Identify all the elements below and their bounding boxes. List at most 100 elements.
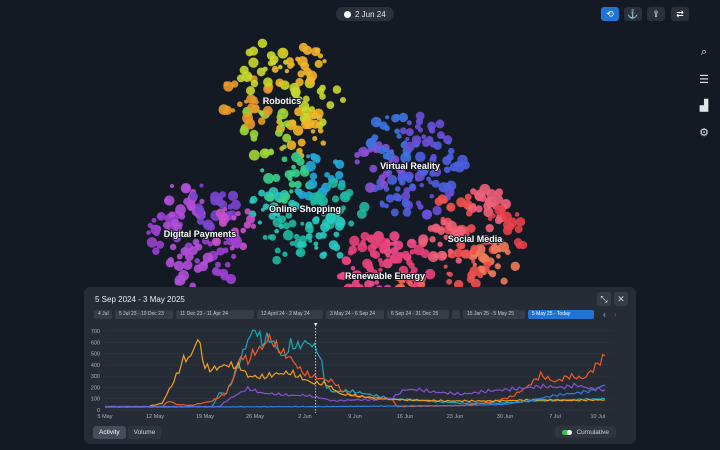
range-option[interactable]: 11 Dec 23 - 11 Apr 24 bbox=[176, 310, 254, 319]
range-option[interactable]: 3 May 24 - 6 Sep 24 bbox=[326, 310, 384, 319]
next-range-button[interactable]: › bbox=[614, 310, 617, 319]
topic-bubble bbox=[486, 237, 494, 245]
topic-bubble bbox=[272, 255, 282, 265]
topic-bubble bbox=[321, 212, 326, 217]
topic-bubble bbox=[173, 260, 185, 272]
x-tick-label: 30 Jun bbox=[497, 414, 514, 420]
topic-bubble bbox=[310, 199, 316, 206]
range-option[interactable]: 5 May 25 - Today bbox=[528, 310, 594, 319]
topic-bubble bbox=[263, 84, 273, 94]
topic-bubble bbox=[153, 229, 160, 237]
topic-bubble bbox=[266, 193, 275, 202]
topic-bubble bbox=[201, 237, 210, 245]
topic-bubble bbox=[169, 243, 177, 251]
topic-bubble bbox=[281, 144, 287, 150]
topic-bubble bbox=[407, 273, 414, 280]
topic-bubble bbox=[182, 260, 193, 271]
topic-bubble bbox=[275, 78, 284, 88]
range-option[interactable]: 12 April 24 - 2 May 24 bbox=[257, 310, 323, 319]
cumulative-toggle[interactable]: Cumulative bbox=[555, 426, 616, 438]
close-button[interactable]: ✕ bbox=[614, 292, 628, 306]
topic-bubble bbox=[282, 251, 288, 257]
topic-bubble bbox=[428, 180, 433, 185]
stats-button[interactable]: ▟ bbox=[697, 98, 711, 112]
topic-bubble bbox=[340, 272, 346, 278]
topic-bubble bbox=[446, 278, 453, 285]
topic-bubble bbox=[282, 229, 294, 241]
filters-button[interactable]: ☰ bbox=[697, 72, 711, 86]
topic-bubble bbox=[514, 225, 523, 234]
search-button[interactable]: ⌕ bbox=[697, 45, 711, 59]
topic-bubble bbox=[432, 205, 442, 216]
topic-bubble bbox=[176, 253, 183, 260]
clock-icon bbox=[344, 10, 351, 18]
topic-bubble bbox=[402, 208, 412, 217]
range-option[interactable]: 6 Sep 24 - 31 Dec 25 bbox=[387, 310, 449, 319]
tab-activity[interactable]: Activity bbox=[93, 426, 126, 439]
collapse-button[interactable]: ⤡ bbox=[597, 292, 611, 306]
settings-button[interactable]: ⚙ bbox=[697, 125, 711, 139]
topic-bubble bbox=[333, 211, 341, 219]
toggle-switch[interactable] bbox=[562, 429, 573, 435]
topic-bubble bbox=[324, 171, 330, 178]
topic-bubble bbox=[295, 78, 304, 87]
refresh-button[interactable]: ⇄ bbox=[671, 7, 689, 21]
topic-bubble bbox=[244, 208, 251, 215]
topic-bubble bbox=[375, 235, 387, 247]
topic-bubble bbox=[289, 240, 295, 247]
topic-bubble bbox=[404, 141, 415, 152]
anchor-button[interactable]: ⚓ bbox=[624, 7, 642, 21]
topic-bubble bbox=[466, 224, 476, 233]
topic-bubble bbox=[331, 195, 340, 203]
range-option[interactable] bbox=[452, 310, 460, 319]
date-pill[interactable]: 2 Jun 24 bbox=[336, 7, 394, 21]
upload-button[interactable]: ⇪ bbox=[647, 7, 665, 21]
topic-bubble bbox=[146, 230, 151, 235]
y-tick-label: 200 bbox=[91, 385, 100, 391]
topic-bubble bbox=[437, 241, 443, 247]
topic-bubble bbox=[152, 247, 160, 255]
topic-bubble bbox=[321, 182, 331, 193]
topic-bubble bbox=[257, 38, 268, 49]
topic-bubble bbox=[262, 203, 270, 210]
topic-bubble bbox=[314, 245, 319, 250]
topic-bubble bbox=[440, 219, 447, 226]
range-option[interactable]: 15 Jan 25 - 5 May 25 bbox=[463, 310, 525, 319]
topic-bubble bbox=[484, 266, 490, 273]
cluster-label: Social Media bbox=[448, 234, 504, 244]
topic-bubble bbox=[420, 165, 429, 175]
topic-bubble bbox=[446, 202, 456, 212]
range-option[interactable]: 4 Jul bbox=[94, 310, 112, 319]
x-tick-label: 7 Jul bbox=[549, 414, 561, 420]
topic-bubble bbox=[401, 191, 411, 201]
topic-bubble bbox=[515, 217, 526, 227]
topic-bubble bbox=[308, 238, 313, 243]
topic-bubble bbox=[428, 125, 435, 132]
topic-bubble bbox=[151, 217, 157, 223]
sliders-icon: ☰ bbox=[699, 73, 709, 86]
topic-bubble bbox=[215, 198, 225, 207]
prev-range-button[interactable]: ‹ bbox=[603, 310, 606, 319]
topic-bubble bbox=[322, 58, 327, 64]
y-tick-label: 700 bbox=[91, 329, 100, 335]
topic-bubble bbox=[394, 194, 403, 202]
topic-bubble bbox=[490, 244, 500, 254]
tab-volume[interactable]: Volume bbox=[127, 426, 162, 439]
topic-bubble bbox=[421, 209, 432, 220]
topic-bubble bbox=[199, 183, 204, 188]
range-option[interactable]: 5 Jul 23 - 10 Dec 23 bbox=[115, 310, 173, 319]
topic-bubble bbox=[446, 140, 452, 145]
topic-bubble bbox=[244, 99, 249, 104]
y-tick-label: 0 bbox=[97, 408, 100, 414]
history-button[interactable]: ⟲ bbox=[601, 7, 619, 21]
topic-bubble bbox=[286, 140, 297, 150]
topic-bubble bbox=[194, 205, 205, 215]
topic-bubble bbox=[262, 234, 268, 240]
topic-bubble bbox=[325, 212, 336, 223]
topic-bubble bbox=[487, 216, 493, 222]
anchor-icon: ⚓ bbox=[627, 8, 639, 19]
topic-bubble bbox=[280, 49, 286, 55]
topic-bubble bbox=[266, 51, 276, 60]
topic-bubble bbox=[284, 68, 290, 74]
